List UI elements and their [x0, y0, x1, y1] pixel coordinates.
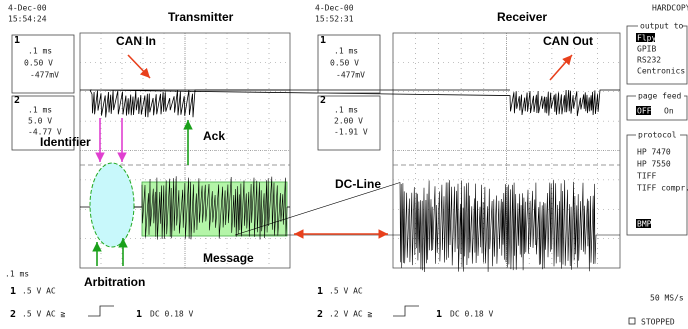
scale: 2.00 V — [334, 117, 363, 126]
menu-item[interactable]: Centronics — [637, 67, 685, 76]
scope-graphics — [80, 33, 620, 272]
ch-num: 1 — [14, 35, 20, 46]
scale: 5.0 V — [28, 117, 52, 126]
timebase: .1 ms — [334, 106, 358, 115]
annotation: Arbitration — [84, 275, 145, 289]
annotation: Ack — [203, 129, 225, 143]
offset: -477mV — [30, 71, 59, 80]
trigger-setting: DC 0.18 V — [150, 310, 194, 319]
menu-item[interactable]: Flpy — [637, 34, 656, 43]
identifier-highlight — [90, 163, 134, 247]
scope-title: Transmitter — [168, 10, 234, 24]
menu-item[interactable]: RS232 — [637, 56, 661, 65]
scope-title: Receiver — [497, 10, 547, 24]
status: STOPPED — [641, 318, 675, 327]
time: 15:54:24 — [8, 15, 47, 24]
menu-item[interactable]: OFF — [637, 107, 652, 116]
ch-num: 2 — [317, 309, 323, 320]
ch-num: 1 — [436, 309, 442, 320]
timebase: .1 ms — [5, 270, 29, 279]
ch-num: 1 — [320, 35, 326, 46]
scale: 0.50 V — [330, 59, 359, 68]
annotation: CAN In — [116, 34, 156, 48]
menu-item[interactable]: HP 7550 — [637, 160, 671, 169]
ch-num: 1 — [317, 286, 323, 297]
annotation: Message — [203, 251, 254, 265]
ch-num: 2 — [14, 95, 20, 106]
menu-item[interactable]: HP 7470 — [637, 148, 671, 157]
offset: -1.91 V — [334, 128, 368, 137]
date: 4-Dec-00 — [315, 4, 354, 13]
trigger-icon — [88, 306, 114, 316]
ch-num: 2 — [10, 309, 16, 320]
time: 15:52:31 — [315, 15, 354, 24]
menu-label: page feed — [638, 92, 682, 101]
menu-item[interactable]: TIFF compr. — [637, 184, 688, 193]
ch-num: 1 — [10, 286, 16, 297]
menu-label: output to — [640, 22, 684, 31]
scale: 0.50 V — [24, 59, 53, 68]
screenshot: 4-Dec-00 15:54:24 1 .1 ms 0.50 V -477mV … — [0, 0, 688, 329]
menu-title: HARDCOPY — [652, 4, 688, 13]
ch-setting: .5 V AC — [329, 287, 363, 296]
timebase: .1 ms — [334, 47, 358, 56]
ch-num: 1 — [136, 309, 142, 320]
menu-item[interactable]: BMP — [637, 220, 652, 229]
page: {"left":{"date":"4-Dec-00","time":"15:54… — [0, 0, 688, 329]
arrow — [550, 55, 572, 80]
annotation: CAN Out — [543, 34, 593, 48]
status-icon — [629, 318, 635, 324]
menu-item[interactable]: TIFF — [637, 172, 656, 181]
menu-item[interactable]: GPIB — [637, 45, 656, 54]
date: 4-Dec-00 — [8, 4, 47, 13]
menu-item[interactable]: On — [664, 107, 674, 116]
trigger-icon — [393, 306, 419, 316]
menu-label: protocol — [638, 131, 677, 140]
ch-setting: .2 V AC ≧ — [329, 310, 373, 319]
ch-num: 2 — [320, 95, 326, 106]
ch-setting: .5 V AC — [22, 287, 56, 296]
arrow — [128, 55, 150, 78]
offset: -477mV — [336, 71, 365, 80]
trigger-setting: DC 0.18 V — [450, 310, 494, 319]
sample-rate: 50 MS/s — [650, 294, 684, 303]
ch-setting: .5 V AC ≧ — [22, 310, 66, 319]
annotation: DC-Line — [335, 177, 381, 191]
annotation: Identifier — [40, 135, 91, 149]
timebase: .1 ms — [28, 47, 52, 56]
timebase: .1 ms — [28, 106, 52, 115]
waveform — [235, 180, 620, 272]
